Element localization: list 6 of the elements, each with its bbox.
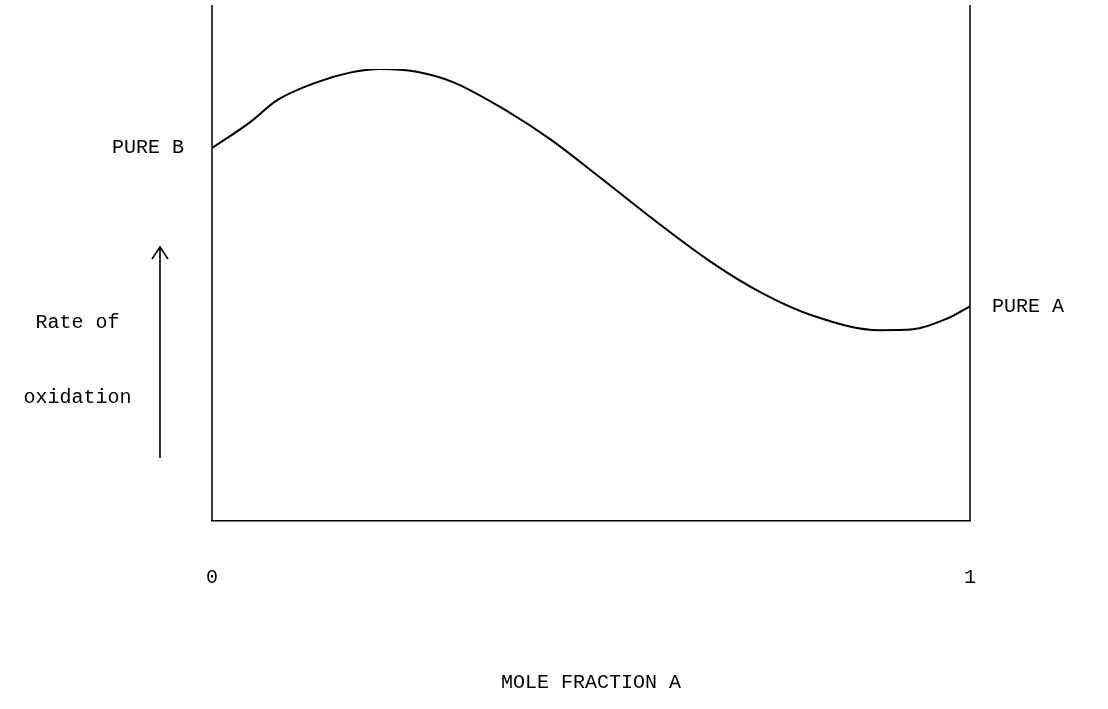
annotation: PURE A <box>992 294 1065 318</box>
x-tick-label: 0 <box>205 566 219 590</box>
text: Rate of oxidation <box>23 311 132 409</box>
annotation: PURE B <box>111 136 184 160</box>
x-axis-title: MOLE FRACTION A <box>500 671 682 695</box>
x-tick-label: 1 <box>963 566 977 590</box>
